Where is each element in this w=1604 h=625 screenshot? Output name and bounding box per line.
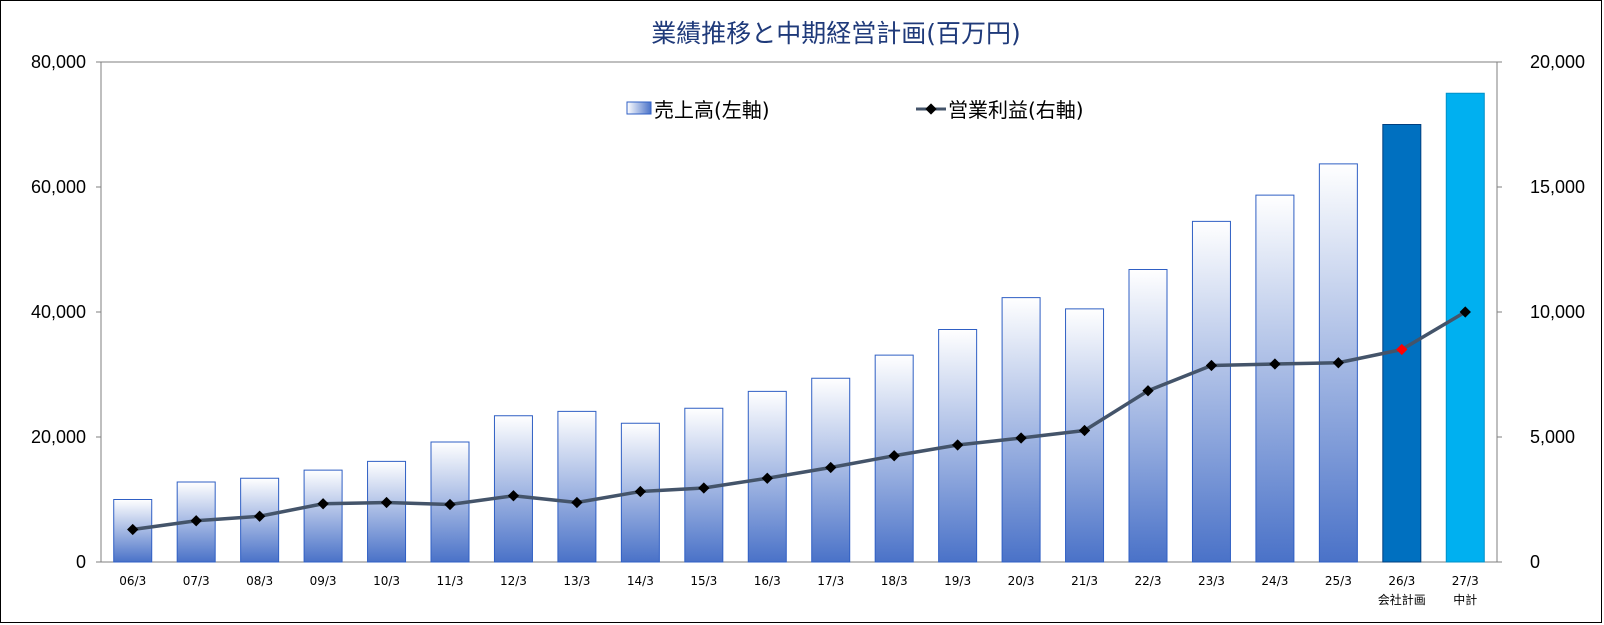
line-marker-17-3 <box>825 461 837 474</box>
x-axis-tick-sublabel: 中計 <box>1453 592 1477 607</box>
x-axis-tick-label: 10/3 <box>373 574 400 588</box>
line-marker-24-3 <box>1269 358 1281 370</box>
bar-09-3 <box>303 469 343 563</box>
line-marker-21-3 <box>1078 424 1091 437</box>
x-axis: 06/3 07/3 08/3 09/3 10/3 11/3 12/3 13/3 14/3 15/3… <box>119 574 1478 607</box>
left-axis: 0 20,000 40,000 60,000 80,000 <box>31 52 101 572</box>
legend-swatch-sales <box>626 101 652 115</box>
bar-series <box>113 92 1485 563</box>
x-axis-tick-label: 17/3 <box>817 574 844 588</box>
line-marker-07-3 <box>190 515 202 527</box>
line-marker-18-3 <box>888 450 900 462</box>
bar-27-3 <box>1445 92 1485 563</box>
line-marker-23-3 <box>1205 359 1218 372</box>
x-axis-tick-label: 11/3 <box>437 574 464 588</box>
line-marker-26-3 <box>1396 343 1408 356</box>
x-axis-tick-label: 07/3 <box>183 574 210 588</box>
line-marker-10-3 <box>380 496 393 509</box>
line-marker-25-3 <box>1332 357 1345 369</box>
x-axis-tick-label: 12/3 <box>500 574 527 588</box>
line-marker-22-3 <box>1142 385 1154 397</box>
bar-12-3 <box>493 415 533 563</box>
legend: 売上高(左軸) 営業利益(右軸) <box>626 98 1084 122</box>
x-axis-tick-label: 22/3 <box>1135 574 1162 588</box>
line-marker-13-3 <box>571 496 583 509</box>
x-axis-tick-label: 16/3 <box>754 574 781 588</box>
right-axis-tick-label: 0 <box>1530 552 1540 572</box>
bar-20-3 <box>1001 297 1041 563</box>
left-axis-tick-label: 20,000 <box>31 427 86 447</box>
x-axis-tick-label: 26/3 <box>1388 574 1415 588</box>
x-axis-tick-label: 13/3 <box>563 574 590 588</box>
line-marker-14-3 <box>634 485 647 498</box>
right-axis-tick-label: 5,000 <box>1530 427 1575 447</box>
legend-item-sales: 売上高(左軸) <box>626 98 770 122</box>
legend-label-sales: 売上高(左軸) <box>654 98 770 122</box>
right-axis-tick-label: 15,000 <box>1530 177 1585 197</box>
x-axis-tick-label: 25/3 <box>1325 574 1352 588</box>
line-marker-12-3 <box>507 490 520 502</box>
legend-item-operating-profit: 営業利益(右軸) <box>916 98 1084 122</box>
x-axis-tick-label: 08/3 <box>246 574 273 588</box>
line-marker-11-3 <box>444 498 456 511</box>
right-axis-tick-label: 20,000 <box>1530 52 1585 72</box>
operating-profit-line <box>132 310 1467 532</box>
line-marker-16-3 <box>761 472 773 484</box>
x-axis-tick-label: 14/3 <box>627 574 654 588</box>
x-axis-tick-label: 09/3 <box>310 574 337 588</box>
x-axis-tick-sublabel: 会社計画 <box>1378 592 1426 607</box>
bar-10-3 <box>367 460 407 563</box>
bar-06-3 <box>113 499 153 563</box>
legend-marker-operating-profit <box>925 103 937 115</box>
line-marker-06-3 <box>127 523 139 536</box>
line-marker-15-3 <box>698 482 710 494</box>
line-marker-19-3 <box>951 439 964 451</box>
left-axis-tick-label: 60,000 <box>31 177 86 197</box>
left-axis-tick-label: 40,000 <box>31 302 86 322</box>
line-marker-27-3 <box>1459 306 1471 318</box>
right-axis-tick-label: 10,000 <box>1530 302 1585 322</box>
x-axis-tick-label: 20/3 <box>1008 574 1035 588</box>
x-axis-tick-label: 06/3 <box>119 574 146 588</box>
line-marker-09-3 <box>317 498 329 510</box>
right-axis: 0 5,000 10,000 15,000 20,000 <box>1497 52 1585 572</box>
bar-23-3 <box>1191 220 1231 563</box>
bar-22-3 <box>1128 269 1168 563</box>
x-axis-tick-label: 18/3 <box>881 574 908 588</box>
bar-24-3 <box>1255 194 1295 563</box>
x-axis-tick-label: 23/3 <box>1198 574 1225 588</box>
bar-13-3 <box>557 410 597 563</box>
chart-title: 業績推移と中期経営計画(百万円) <box>651 19 1021 48</box>
x-axis-tick-label: 15/3 <box>690 574 717 588</box>
x-axis-tick-label: 27/3 <box>1452 574 1479 588</box>
x-axis-tick-label: 19/3 <box>944 574 971 588</box>
x-axis-tick-label: 24/3 <box>1261 574 1288 588</box>
left-axis-tick-label: 80,000 <box>31 52 86 72</box>
x-axis-tick-label: 21/3 <box>1071 574 1098 588</box>
legend-label-operating-profit: 営業利益(右軸) <box>948 98 1084 122</box>
left-axis-tick-label: 0 <box>76 552 86 572</box>
